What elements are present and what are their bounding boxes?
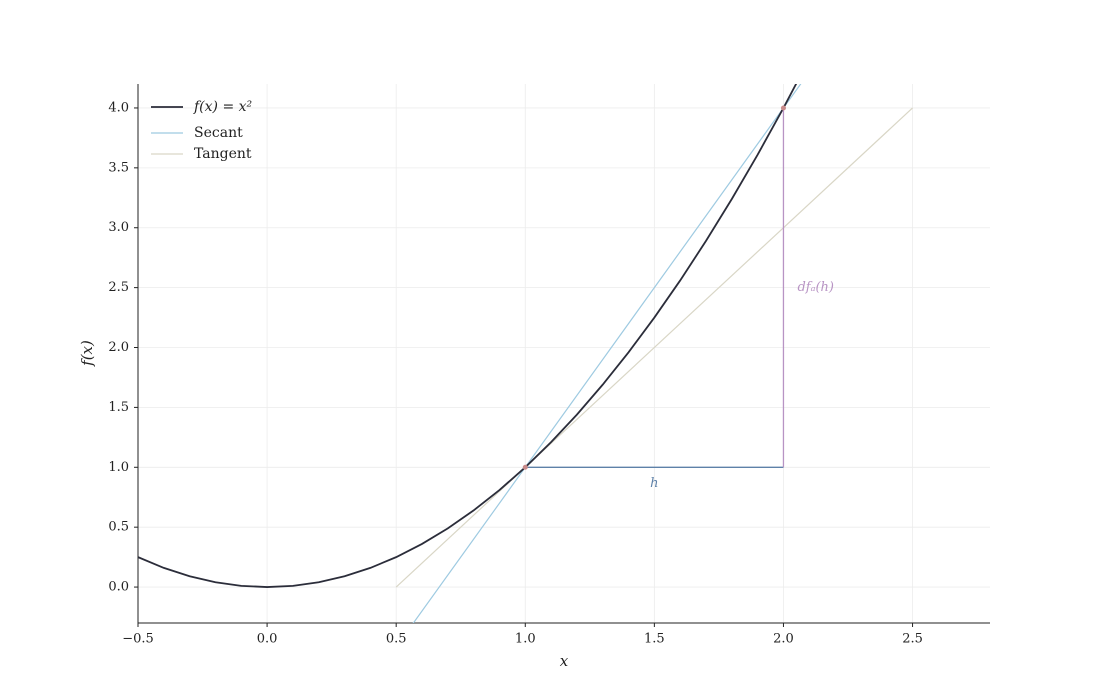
y-tick-label: 3.5	[108, 160, 129, 175]
y-tick-label: 2.5	[108, 280, 129, 295]
y-tick-label: 1.0	[108, 460, 129, 475]
segment-label: dfₐ(h)	[797, 280, 834, 295]
legend-label: Tangent	[194, 146, 252, 162]
y-tick-label: 3.0	[108, 220, 129, 235]
series-line	[138, 84, 798, 588]
y-tick-label: 0.0	[108, 580, 129, 595]
x-tick-label: −0.5	[122, 632, 154, 647]
series-line	[412, 84, 802, 623]
y-tick-label: 2.0	[108, 340, 129, 355]
legend-label: f(x) = x²	[193, 99, 253, 115]
y-tick-label: 1.5	[108, 400, 129, 415]
legend-label: Secant	[194, 125, 243, 141]
y-tick-label: 4.0	[108, 100, 129, 115]
point	[522, 464, 528, 470]
plot-area	[138, 84, 913, 623]
x-tick-label: 0.5	[386, 632, 407, 647]
series-line	[395, 107, 913, 588]
x-tick-label: 2.5	[902, 632, 923, 647]
x-tick-label: 0.0	[257, 632, 278, 647]
y-axis-label: f(x)	[78, 340, 96, 367]
x-tick-label: 2.0	[773, 632, 794, 647]
x-tick-label: 1.0	[515, 632, 536, 647]
x-axis-label: x	[560, 652, 569, 670]
y-tick-label: 0.5	[108, 520, 129, 535]
segment-label: h	[650, 476, 658, 491]
x-tick-label: 1.5	[644, 632, 665, 647]
point	[780, 105, 786, 111]
